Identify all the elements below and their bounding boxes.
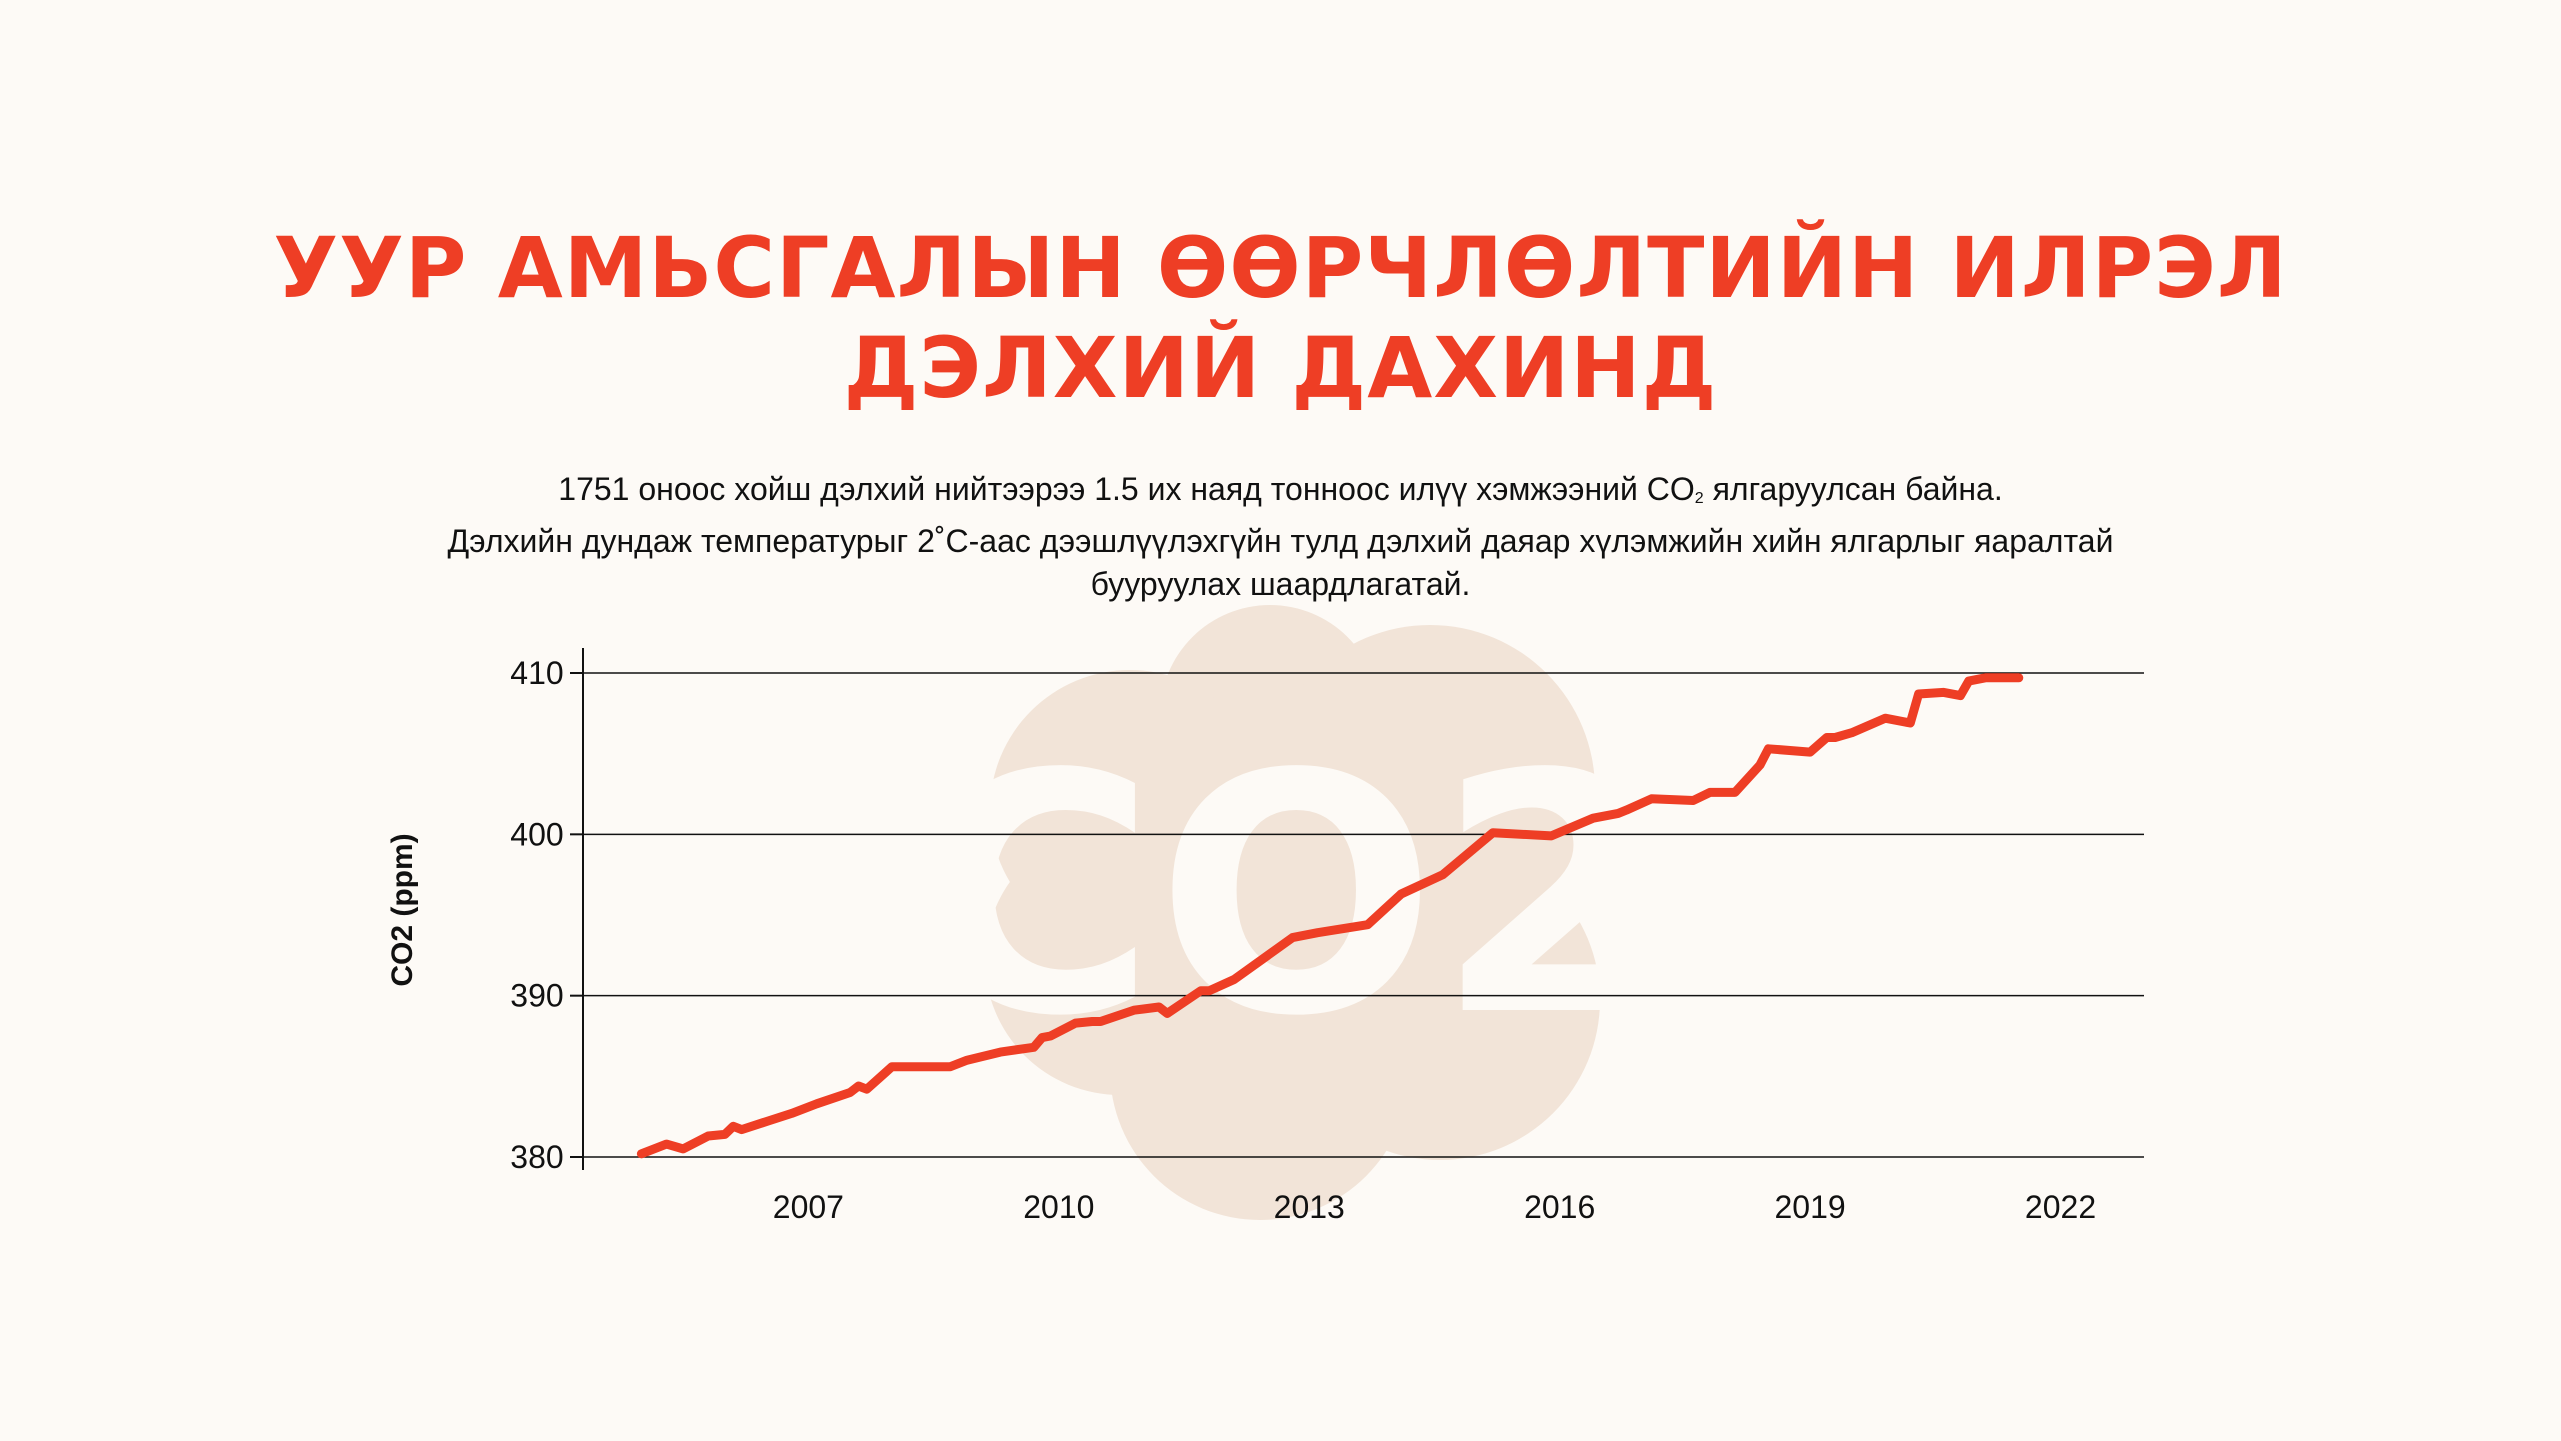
page-title: УУР АМЬСГАЛЫН ӨӨРЧЛӨЛТИЙН ИЛРЭЛ ДЭЛХИЙ Д… — [0, 218, 2561, 418]
cloud-lobe — [1090, 690, 1490, 1090]
y-axis: 380 390 400 410 — [510, 655, 583, 1175]
page-subtitle: 1751 оноос хойш дэлхий нийтээрээ 1.5 их … — [0, 468, 2561, 606]
x-tick-label: 2013 — [1274, 1189, 1345, 1225]
co2-watermark-text: CO2 — [914, 704, 1666, 1088]
grid-lines — [583, 672, 2144, 1158]
x-tick-label: 2016 — [1524, 1189, 1595, 1225]
y-axis-title: CO2 (ppm) — [386, 833, 419, 986]
subtitle-line-1: 1751 оноос хойш дэлхий нийтээрээ 1.5 их … — [0, 468, 2561, 520]
subtitle-line-2: Дэлхийн дундаж температурыг 2˚C-аас дээш… — [447, 523, 2114, 559]
cloud-shape — [985, 605, 1600, 1220]
x-tick-label: 2007 — [773, 1189, 844, 1225]
subtitle-line-1-end: ялгаруулсан байна. — [1703, 471, 2003, 507]
title-line-2: ДЭЛХИЙ ДАХИНД — [843, 319, 1718, 417]
x-tick-label: 2010 — [1023, 1189, 1094, 1225]
x-axis: 2007 2010 2013 2016 2019 2022 — [773, 1189, 2096, 1225]
subtitle-line-1-text: 1751 оноос хойш дэлхий нийтээрээ 1.5 их … — [558, 471, 1695, 507]
x-tick-label: 2019 — [1775, 1189, 1846, 1225]
y-tick-label: 380 — [510, 1139, 563, 1175]
title-line-1: УУР АМЬСГАЛЫН ӨӨРЧЛӨЛТИЙН ИЛРЭЛ — [273, 219, 2288, 317]
y-tick-label: 390 — [510, 978, 563, 1014]
co2-series-line — [636, 673, 2024, 1159]
subtitle-line-3: бууруулах шаардлагатай. — [1090, 566, 1471, 602]
y-tick-label: 410 — [510, 655, 563, 691]
y-tick-label: 400 — [510, 816, 563, 852]
subscript-2: 2 — [1694, 490, 1704, 507]
co2-cloud-icon: CO2 — [914, 605, 1666, 1220]
x-tick-label: 2022 — [2025, 1189, 2096, 1225]
